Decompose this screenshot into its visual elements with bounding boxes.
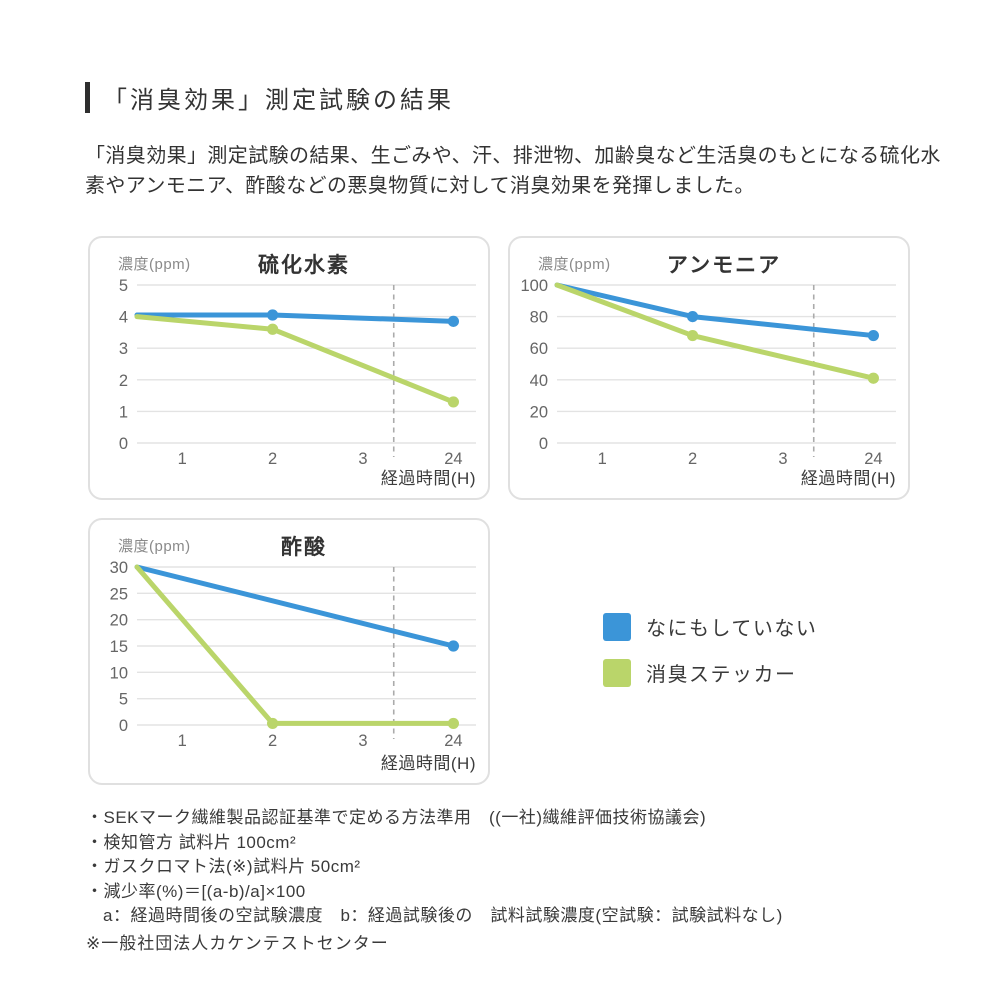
page-description: 「消臭効果」測定試験の結果、生ごみや、汗、排泄物、加齢臭など生活臭のもとになる硫…	[85, 145, 941, 197]
svg-text:1: 1	[178, 450, 187, 468]
svg-text:24: 24	[864, 450, 882, 468]
legend-label-deodorant-sticker: 消臭ステッカー	[646, 664, 797, 686]
legend-item-deodorant-sticker: 消臭ステッカー	[603, 658, 817, 687]
svg-text:3: 3	[358, 732, 367, 750]
svg-text:0: 0	[119, 435, 128, 453]
svg-text:5: 5	[119, 277, 128, 295]
x-axis-label: 経過時間(H)	[800, 469, 896, 488]
svg-text:2: 2	[268, 450, 277, 468]
svg-text:60: 60	[530, 340, 548, 358]
footnote-reduction-rate-detail: a：経過時間後の空試験濃度 b：経過試験後の 試料試験濃度(空試験：試験試料なし…	[103, 906, 783, 925]
svg-text:0: 0	[539, 435, 548, 453]
footnote-detector-tube: ・検知管方 試料片 100cm²	[86, 832, 297, 852]
svg-text:24: 24	[444, 732, 462, 750]
legend-item-untreated: なにもしていない	[603, 612, 817, 641]
svg-text:100: 100	[520, 277, 548, 295]
svg-text:4: 4	[119, 309, 128, 327]
svg-text:3: 3	[778, 450, 787, 468]
y-axis-label: 濃度(ppm)	[118, 538, 191, 555]
svg-text:24: 24	[444, 450, 462, 468]
chart-panel-ammonia: 0 20 40 60 80 100 1 2 3 24 濃度(ppm) アンモニア 経過時間(H)	[508, 236, 910, 500]
page-header: 「消臭効果」測定試験の結果	[85, 80, 454, 115]
svg-text:2: 2	[268, 732, 277, 750]
svg-text:40: 40	[530, 372, 548, 390]
page-title: 「消臭効果」測定試験の結果	[103, 87, 454, 114]
svg-text:0: 0	[119, 717, 128, 735]
svg-text:1: 1	[178, 732, 187, 750]
svg-text:10: 10	[110, 664, 128, 682]
svg-text:5: 5	[119, 691, 128, 709]
x-axis-label: 経過時間(H)	[380, 754, 476, 773]
footnote-method: ・SEKマーク繊維製品認証基準で定める方法準用 ((一社)繊維評価技術協議会)	[86, 808, 707, 827]
y-axis-label: 濃度(ppm)	[118, 256, 191, 273]
chart-title-hydrogen-sulfide: 硫化水素	[258, 254, 350, 277]
legend-label-untreated: なにもしていない	[646, 618, 818, 640]
svg-text:15: 15	[110, 638, 128, 656]
legend-swatch-blue	[603, 612, 631, 641]
chart-panel-acetic-acid: 0 5 10 15 20 25 30 1 2 3 24 濃度(ppm) 酢酸 経過時間(H)	[88, 518, 490, 785]
svg-text:1: 1	[598, 450, 607, 468]
svg-text:80: 80	[530, 309, 548, 327]
svg-text:20: 20	[530, 403, 548, 421]
x-axis-label: 経過時間(H)	[380, 469, 476, 488]
title-accent-bar	[85, 82, 90, 113]
svg-text:2: 2	[119, 372, 128, 390]
svg-text:20: 20	[110, 612, 128, 630]
test-center-note: ※一般社団法人カケンテストセンター	[86, 934, 389, 953]
footnotes: ・SEKマーク繊維製品認証基準で定める方法準用 ((一社)繊維評価技術協議会) …	[86, 806, 783, 929]
line-chart-ammonia: 0 20 40 60 80 100 1 2 3 24	[520, 277, 896, 468]
svg-text:30: 30	[110, 559, 128, 577]
svg-text:1: 1	[119, 403, 128, 421]
legend-swatch-green	[603, 658, 631, 687]
line-chart-acetic-acid: 0 5 10 15 20 25 30 1 2 3 24	[110, 559, 476, 750]
svg-text:2: 2	[688, 450, 697, 468]
svg-text:25: 25	[110, 585, 128, 603]
chart-panel-hydrogen-sulfide: 0 1 2 3 4 5 1 2 3 24 濃度(ppm) 硫化水素 経過時間(H)	[88, 236, 490, 500]
legend: なにもしていない 消臭ステッカー	[603, 612, 817, 704]
footnote-gas-chromatography: ・ガスクロマト法(※)試料片 50cm²	[86, 857, 361, 876]
y-axis-label: 濃度(ppm)	[538, 256, 611, 273]
chart-title-acetic-acid: 酢酸	[281, 536, 327, 559]
footnote-reduction-rate: ・減少率(%)＝[(a-b)/a]×100	[86, 881, 306, 901]
chart-title-ammonia: アンモニア	[666, 254, 782, 277]
svg-text:3: 3	[119, 340, 128, 358]
line-chart-hydrogen-sulfide: 0 1 2 3 4 5 1 2 3 24	[119, 277, 476, 468]
svg-text:3: 3	[358, 450, 367, 468]
